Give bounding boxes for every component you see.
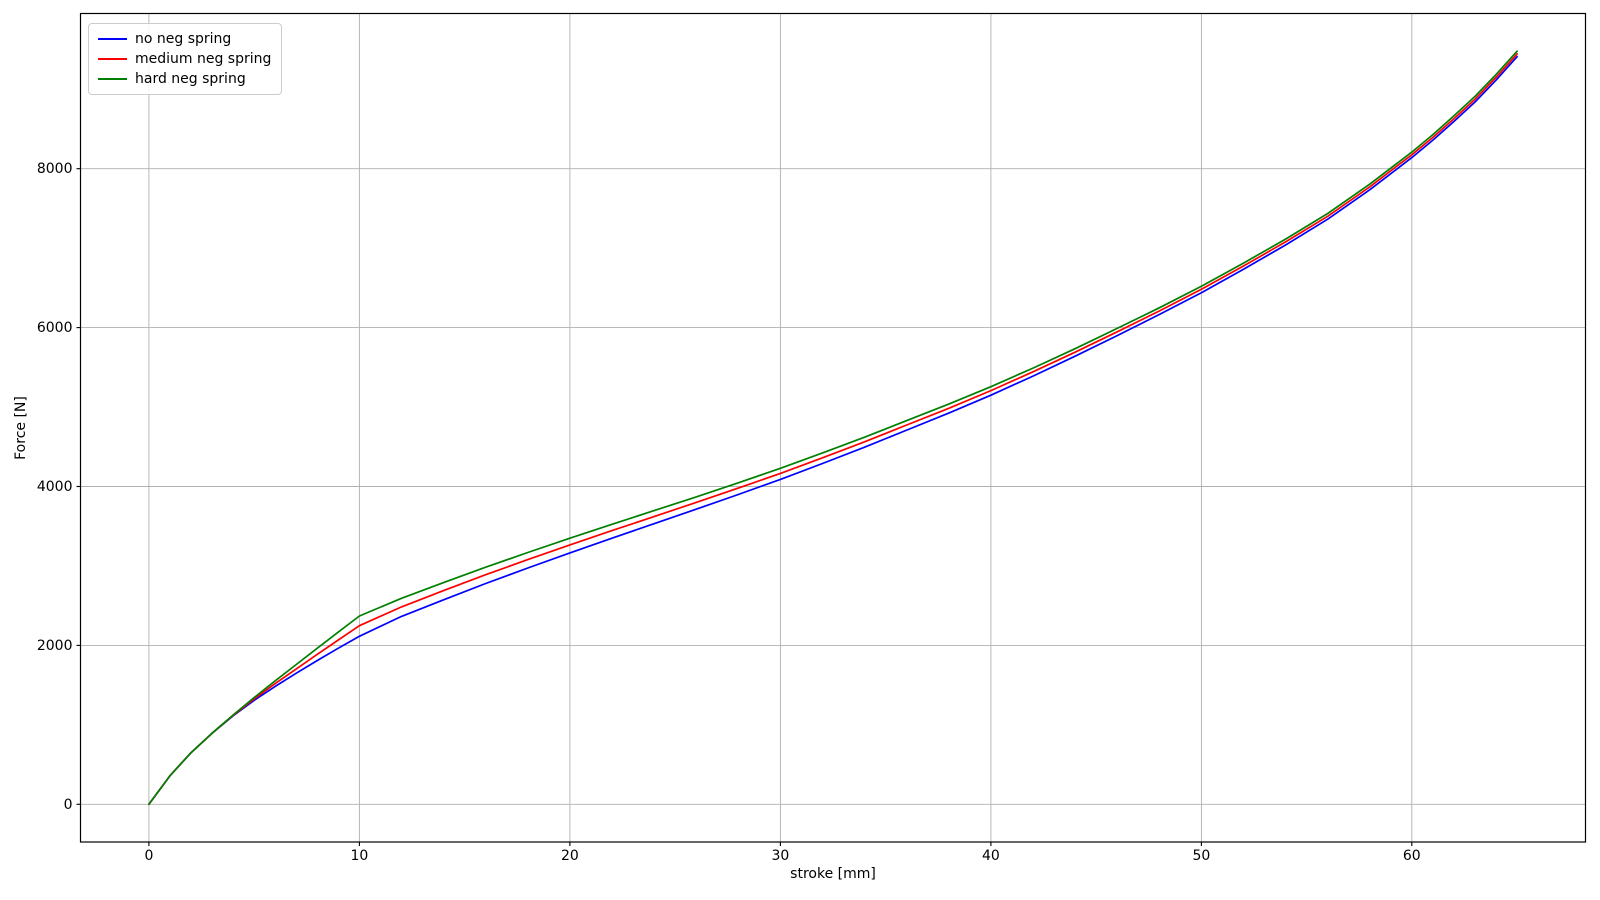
plot-frame <box>79 12 1587 843</box>
x-axis-label: stroke [mm] <box>790 866 876 882</box>
series-line-0 <box>148 55 1518 806</box>
legend-item-label: medium neg spring <box>135 51 272 67</box>
legend-item-label: hard neg spring <box>135 71 246 87</box>
x-tick-label: 20 <box>561 848 579 864</box>
legend-item: hard neg spring <box>98 71 271 87</box>
legend: no neg spring medium neg spring hard neg s… <box>88 23 283 95</box>
x-tick-label: 10 <box>350 848 368 864</box>
x-tick-label: 50 <box>1192 848 1210 864</box>
y-tick-label: 4000 <box>37 479 73 495</box>
legend-line-sample <box>98 58 127 60</box>
legend-line-sample <box>98 38 127 40</box>
legend-item: no neg spring <box>98 31 271 47</box>
legend-line-sample <box>98 78 127 80</box>
y-tick-label: 0 <box>64 797 73 813</box>
x-tick-label: 0 <box>144 848 153 864</box>
y-tick-label: 2000 <box>37 638 73 654</box>
y-axis-label: Force [N] <box>13 396 29 460</box>
series-line-2 <box>148 50 1518 806</box>
x-tick-label: 30 <box>771 848 789 864</box>
y-tick-label: 8000 <box>37 161 73 177</box>
series-line-1 <box>148 53 1518 806</box>
x-tick-label: 40 <box>982 848 1000 864</box>
legend-item: medium neg spring <box>98 51 271 67</box>
x-tick-label: 60 <box>1403 848 1421 864</box>
y-tick-label: 6000 <box>37 320 73 336</box>
legend-item-label: no neg spring <box>135 31 232 47</box>
